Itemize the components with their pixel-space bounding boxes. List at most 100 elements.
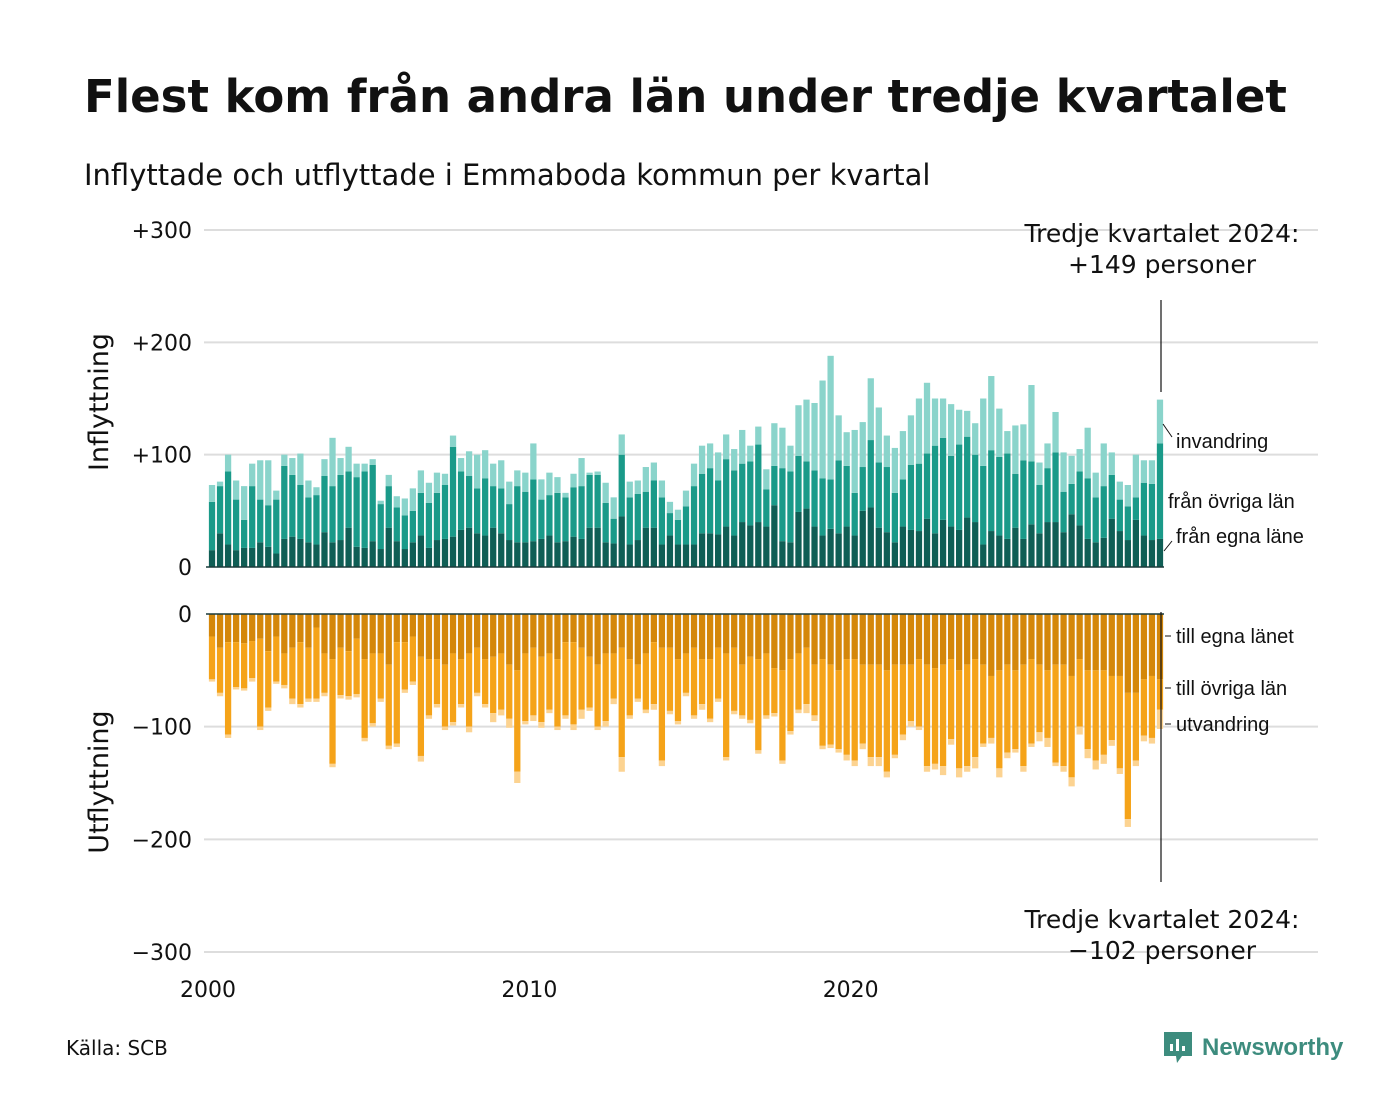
bar-out-ovriga (787, 659, 794, 732)
bar-in-ovriga (570, 487, 577, 537)
bar-out-utvandring (915, 726, 923, 731)
bar-in-ovriga (682, 506, 690, 545)
bar-in-egna (771, 505, 778, 567)
bar-in-egna (1028, 524, 1035, 567)
bar-in-invandring (273, 490, 280, 500)
bar-in-invandring (1100, 443, 1107, 487)
bar-in-ovriga (449, 446, 457, 537)
bar-out-utvandring (273, 681, 280, 684)
bar-out-utvandring (939, 766, 947, 776)
legend-fran-egna-lane: från egna läne (1176, 526, 1304, 548)
bar-in-ovriga (626, 497, 633, 545)
bar-out-ovriga (297, 642, 304, 705)
bar-in-invandring (498, 460, 505, 489)
bar-in-egna (602, 542, 609, 567)
bar-out-egna (642, 614, 649, 654)
bar-out-egna (1116, 614, 1123, 676)
bar-in-egna (441, 538, 449, 567)
bar-out-ovriga (1012, 670, 1019, 750)
bar-out-utvandring (731, 710, 738, 715)
bar-in-invandring (433, 472, 441, 493)
bar-in-invandring (634, 480, 641, 494)
bar-out-utvandring (658, 760, 666, 767)
bar-in-invandring (755, 426, 762, 445)
bar-in-ovriga (377, 504, 384, 550)
bar-out-utvandring (771, 713, 778, 717)
bar-out-ovriga (1148, 675, 1156, 738)
bar-out-utvandring (224, 734, 232, 738)
bar-in-ovriga (538, 499, 545, 539)
bar-in-ovriga (1124, 506, 1131, 541)
bar-in-ovriga (578, 486, 585, 539)
bar-in-ovriga (690, 486, 698, 545)
bar-out-egna (498, 614, 505, 654)
bar-in-invandring (666, 501, 674, 514)
bar-out-ovriga (449, 653, 457, 723)
bar-in-egna (682, 544, 690, 567)
bar-out-egna (819, 614, 826, 660)
bar-out-egna (297, 614, 304, 643)
bar-in-invandring (996, 408, 1003, 457)
bar-out-ovriga (441, 664, 449, 727)
bar-out-egna (755, 614, 762, 660)
bar-in-egna (1116, 531, 1123, 567)
bar-out-egna (803, 614, 810, 648)
bar-in-invandring (698, 445, 706, 474)
bar-out-egna (980, 614, 987, 665)
bar-out-utvandring (843, 754, 850, 761)
bar-out-ovriga (249, 641, 256, 679)
bar-in-egna (1148, 540, 1156, 567)
bar-in-invandring (626, 481, 633, 498)
bar-out-egna (947, 614, 955, 660)
bar-in-invandring (1124, 484, 1131, 507)
bar-in-ovriga (1076, 471, 1083, 526)
bar-out-egna (208, 614, 216, 637)
bar-out-utvandring (1052, 762, 1059, 767)
bar-in-egna (731, 535, 738, 567)
bar-in-ovriga (1108, 474, 1115, 519)
bar-in-egna (321, 532, 328, 567)
bar-in-ovriga (835, 460, 842, 534)
bar-out-utvandring (249, 678, 256, 682)
bar-in-egna (249, 547, 256, 567)
bar-in-ovriga (281, 465, 288, 539)
bar-in-ovriga (859, 467, 866, 511)
bar-in-invandring (401, 498, 408, 516)
bar-in-invandring (875, 407, 882, 463)
bar-in-ovriga (723, 459, 730, 527)
bar-in-invandring (377, 500, 384, 505)
bar-in-egna (931, 533, 939, 567)
bar-in-ovriga (939, 437, 947, 520)
bar-in-invandring (1148, 460, 1156, 484)
bar-out-utvandring (482, 704, 489, 708)
bar-in-invandring (715, 452, 722, 481)
bar-out-egna (441, 614, 449, 665)
bar-in-ovriga (867, 440, 874, 508)
bar-in-ovriga (345, 471, 352, 528)
bar-in-invandring (939, 398, 947, 438)
bar-out-egna (827, 614, 834, 665)
bar-out-utvandring (578, 709, 585, 719)
bar-out-utvandring (353, 693, 360, 698)
bar-in-ovriga (401, 515, 408, 550)
bar-out-ovriga (353, 638, 360, 694)
bar-in-invandring (313, 487, 320, 496)
bar-out-ovriga (618, 647, 625, 758)
bar-out-utvandring (401, 689, 408, 693)
bar-in-invandring (449, 435, 457, 447)
bar-in-egna (570, 536, 577, 567)
bar-out-ovriga (1108, 675, 1115, 741)
bar-out-utvandring (554, 726, 561, 731)
bar-out-utvandring (618, 757, 625, 772)
bar-out-utvandring (586, 707, 593, 711)
bar-in-egna (546, 535, 553, 567)
bar-in-ovriga (755, 444, 762, 523)
bar-in-egna (779, 541, 786, 567)
bar-in-invandring (1140, 460, 1148, 483)
bar-out-egna (875, 614, 882, 665)
bar-out-utvandring (1108, 740, 1115, 746)
bar-out-egna (867, 614, 874, 665)
bar-in-ovriga (337, 474, 344, 541)
bar-in-ovriga (1028, 461, 1035, 525)
bar-in-invandring (586, 472, 593, 475)
